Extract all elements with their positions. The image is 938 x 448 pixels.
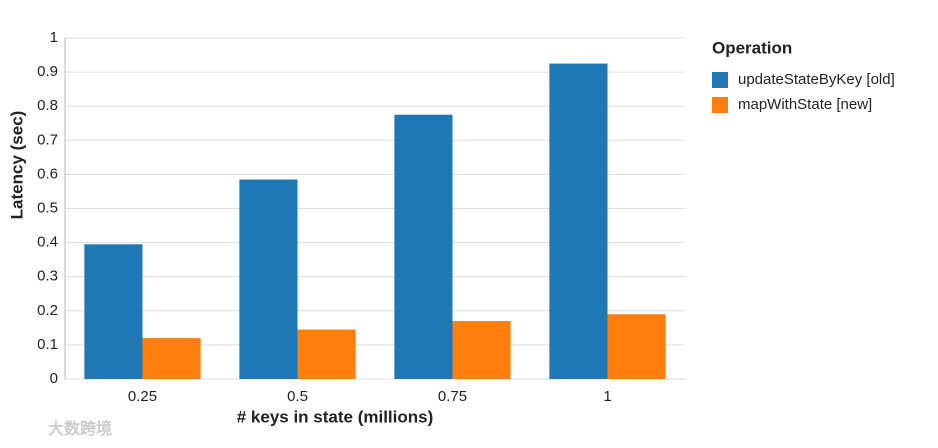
y-tick-label: 0.4	[37, 234, 58, 251]
legend-label: mapWithState [new]	[738, 96, 872, 113]
legend-title: Operation	[712, 38, 792, 57]
bar	[394, 114, 453, 379]
y-tick-label: 0.5	[37, 199, 58, 216]
x-axis-title: # keys in state (millions)	[237, 407, 434, 426]
y-tick-label: 0.8	[37, 97, 58, 114]
y-axis-title: Latency (sec)	[7, 111, 26, 220]
y-tick-label: 0.3	[37, 268, 58, 285]
x-tick-label: 0.25	[128, 388, 157, 405]
y-tick-label: 0.9	[37, 63, 58, 80]
y-tick-label: 0.6	[37, 165, 58, 182]
x-tick-label: 0.75	[438, 388, 467, 405]
bar	[297, 329, 356, 379]
y-tick-label: 1	[50, 29, 58, 46]
y-tick-label: 0.2	[37, 302, 58, 319]
y-tick-label: 0.1	[37, 336, 58, 353]
bar	[84, 244, 143, 379]
x-tick-label: 1	[603, 388, 611, 405]
x-tick-label: 0.5	[287, 388, 308, 405]
bar	[239, 179, 298, 379]
bar	[142, 338, 201, 379]
legend-swatch	[712, 72, 728, 88]
legend-swatch	[712, 97, 728, 113]
bar	[452, 321, 511, 379]
watermark: 大数跨境	[48, 419, 112, 438]
y-tick-label: 0	[50, 370, 58, 387]
bar	[607, 314, 666, 379]
y-tick-label: 0.7	[37, 131, 58, 148]
legend-label: updateStateByKey [old]	[738, 71, 895, 88]
bar	[549, 63, 608, 379]
